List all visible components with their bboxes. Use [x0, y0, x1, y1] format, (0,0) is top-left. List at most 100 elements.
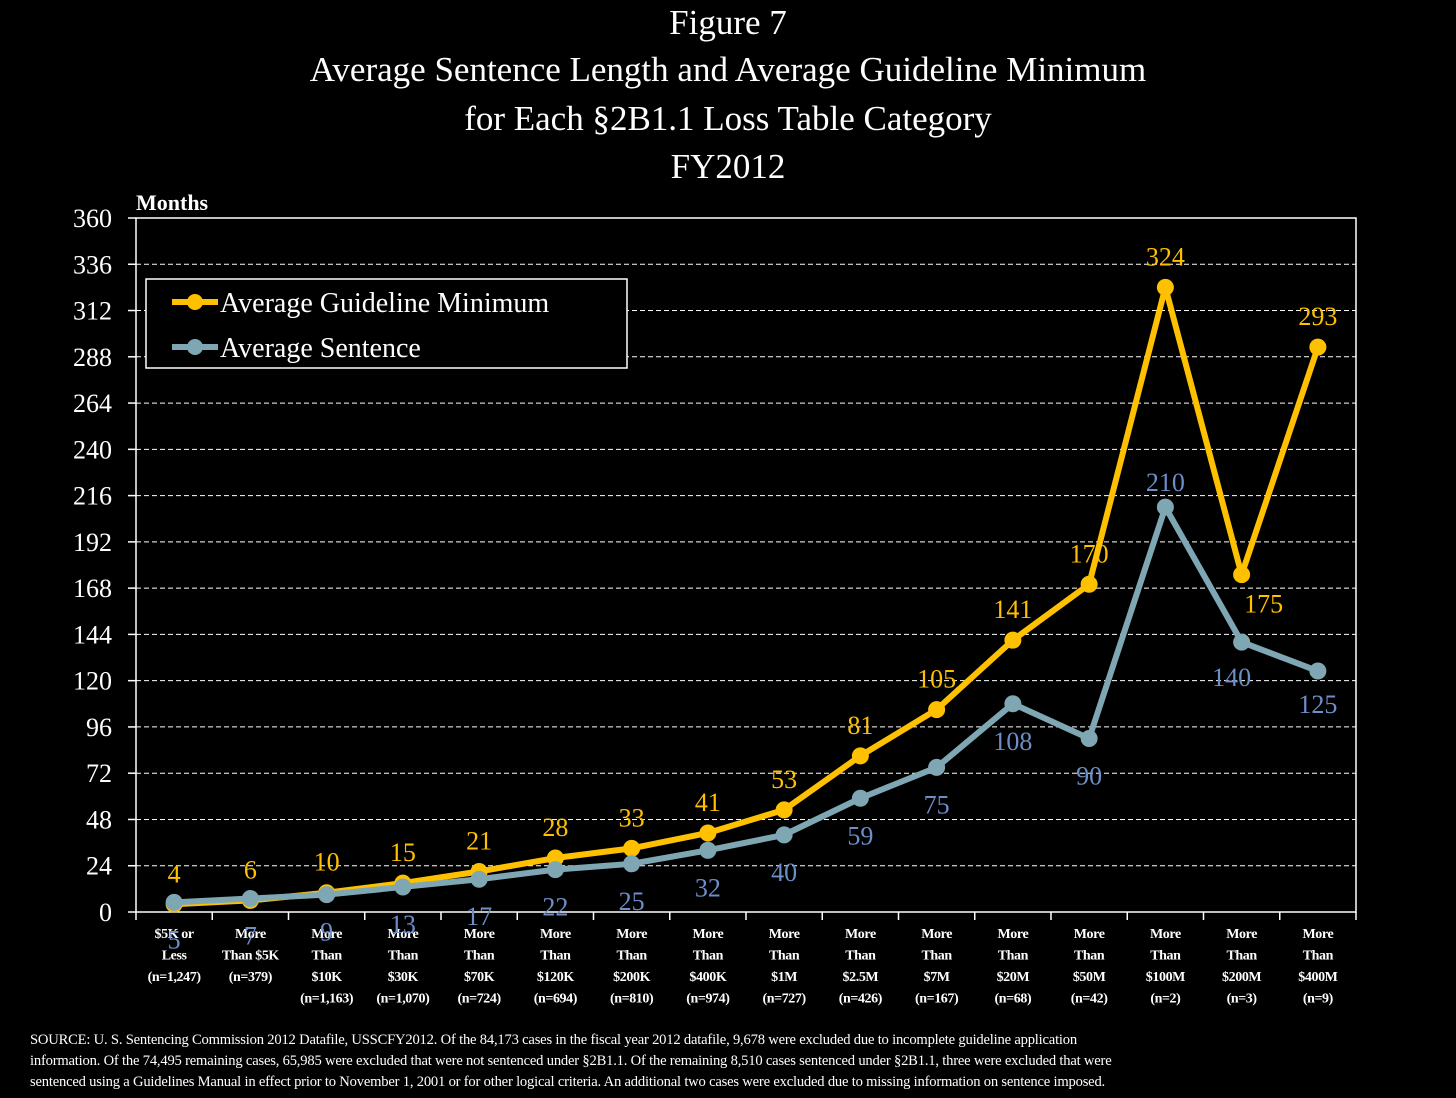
x-tick-label: Than — [464, 949, 495, 964]
data-label: 17 — [466, 902, 492, 931]
x-tick-label: More — [845, 927, 876, 942]
data-label: 33 — [619, 803, 645, 832]
x-tick-label: Than — [1303, 949, 1334, 964]
data-point — [623, 855, 641, 873]
x-tick-label: $1M — [771, 970, 797, 985]
x-tick-label: Than $5K — [222, 949, 280, 964]
title-line-1: Average Sentence Length and Average Guid… — [309, 50, 1147, 89]
x-tick-label: More — [769, 927, 800, 942]
data-point — [775, 826, 793, 844]
data-point — [851, 747, 869, 765]
data-point — [699, 841, 717, 859]
data-point — [394, 878, 412, 896]
data-point — [1233, 633, 1251, 651]
source-line-2: information. Of the 74,495 remaining cas… — [30, 1053, 1112, 1069]
x-tick-label: Than — [616, 949, 647, 964]
data-point — [1309, 662, 1327, 680]
x-tick-label: (n=694) — [534, 992, 578, 1007]
x-tick-label: $200K — [613, 970, 650, 985]
x-tick-label: $5K or — [155, 927, 194, 942]
x-tick-label: Than — [1074, 949, 1105, 964]
data-point — [1233, 566, 1251, 584]
x-tick-label: More — [1074, 927, 1105, 942]
x-tick-label: (n=1,163) — [300, 992, 354, 1007]
x-tick-label: Than — [388, 949, 419, 964]
legend-label: Average Sentence — [220, 333, 421, 364]
data-point — [546, 861, 564, 879]
x-tick-label: $120K — [537, 970, 574, 985]
x-tick-label: $400M — [1298, 970, 1337, 985]
x-tick-label: (n=1,247) — [148, 970, 202, 985]
data-label: 15 — [390, 838, 416, 867]
x-tick-label: $30K — [388, 970, 419, 985]
y-tick-label: 48 — [86, 805, 112, 834]
x-tick-label: More — [692, 927, 723, 942]
y-tick-label: 288 — [73, 343, 112, 372]
x-tick-label: $400K — [689, 970, 726, 985]
x-tick-label: Than — [1226, 949, 1257, 964]
x-tick-label: (n=2) — [1150, 992, 1181, 1007]
data-label: 75 — [924, 790, 950, 819]
x-tick-label: More — [997, 927, 1028, 942]
x-tick-label: $2.5M — [843, 970, 879, 985]
data-label: 4 — [168, 859, 181, 888]
x-tick-label: (n=727) — [762, 992, 806, 1007]
x-tick-label: More — [1302, 927, 1333, 942]
data-label: 90 — [1076, 762, 1102, 791]
data-label: 25 — [619, 887, 645, 916]
y-tick-label: 168 — [73, 574, 112, 603]
x-tick-label: More — [387, 927, 418, 942]
x-tick-label: More — [235, 927, 266, 942]
x-tick-label: (n=3) — [1227, 992, 1258, 1007]
data-label: 324 — [1146, 242, 1185, 271]
data-label: 81 — [847, 711, 873, 740]
x-tick-label: (n=974) — [686, 992, 730, 1007]
series-line — [173, 284, 1321, 908]
y-tick-label: 192 — [73, 528, 112, 557]
data-label: 6 — [244, 855, 257, 884]
x-tick-label: (n=42) — [1071, 992, 1108, 1007]
x-tick-label: (n=9) — [1303, 992, 1334, 1007]
data-point — [1309, 338, 1327, 356]
x-tick-label: (n=810) — [610, 992, 654, 1007]
x-tick-label: (n=379) — [229, 970, 273, 985]
data-point — [699, 824, 717, 842]
data-label: 22 — [542, 893, 568, 922]
data-point — [1156, 498, 1174, 516]
x-tick-label: (n=68) — [995, 992, 1032, 1007]
y-tick-label: 0 — [99, 898, 112, 927]
data-label: 28 — [542, 813, 568, 842]
x-tick-label: $70K — [464, 970, 495, 985]
data-point — [928, 758, 946, 776]
data-label: 140 — [1212, 663, 1251, 692]
legend-swatch-marker — [187, 294, 203, 310]
x-tick-label: More — [1150, 927, 1181, 942]
data-point — [623, 839, 641, 857]
y-tick-label: 120 — [73, 667, 112, 696]
data-label: 40 — [771, 858, 797, 887]
x-tick-label: $50M — [1073, 970, 1106, 985]
x-tick-label: $7M — [924, 970, 950, 985]
data-point — [470, 870, 488, 888]
x-tick-label: More — [616, 927, 647, 942]
data-label: 21 — [466, 827, 492, 856]
data-label: 175 — [1244, 590, 1283, 619]
x-tick-label: $200M — [1222, 970, 1261, 985]
y-tick-label: 264 — [73, 389, 112, 418]
y-tick-label: 312 — [73, 297, 112, 326]
y-tick-label: 96 — [86, 713, 112, 742]
source-note: SOURCE: U. S. Sentencing Commission 2012… — [30, 1030, 1435, 1093]
data-label: 293 — [1298, 302, 1337, 331]
y-tick-label: 336 — [73, 250, 112, 279]
data-label: 13 — [390, 910, 416, 939]
data-label: 7 — [244, 922, 257, 951]
data-label: 125 — [1298, 690, 1337, 719]
data-point — [1156, 278, 1174, 296]
data-point — [318, 886, 336, 904]
data-label: 5 — [168, 925, 181, 954]
data-label: 210 — [1146, 468, 1185, 497]
title-line-2: for Each §2B1.1 Loss Table Category — [464, 99, 992, 138]
y-tick-label: 240 — [73, 435, 112, 464]
data-point — [1080, 730, 1098, 747]
data-label: 141 — [993, 595, 1032, 624]
